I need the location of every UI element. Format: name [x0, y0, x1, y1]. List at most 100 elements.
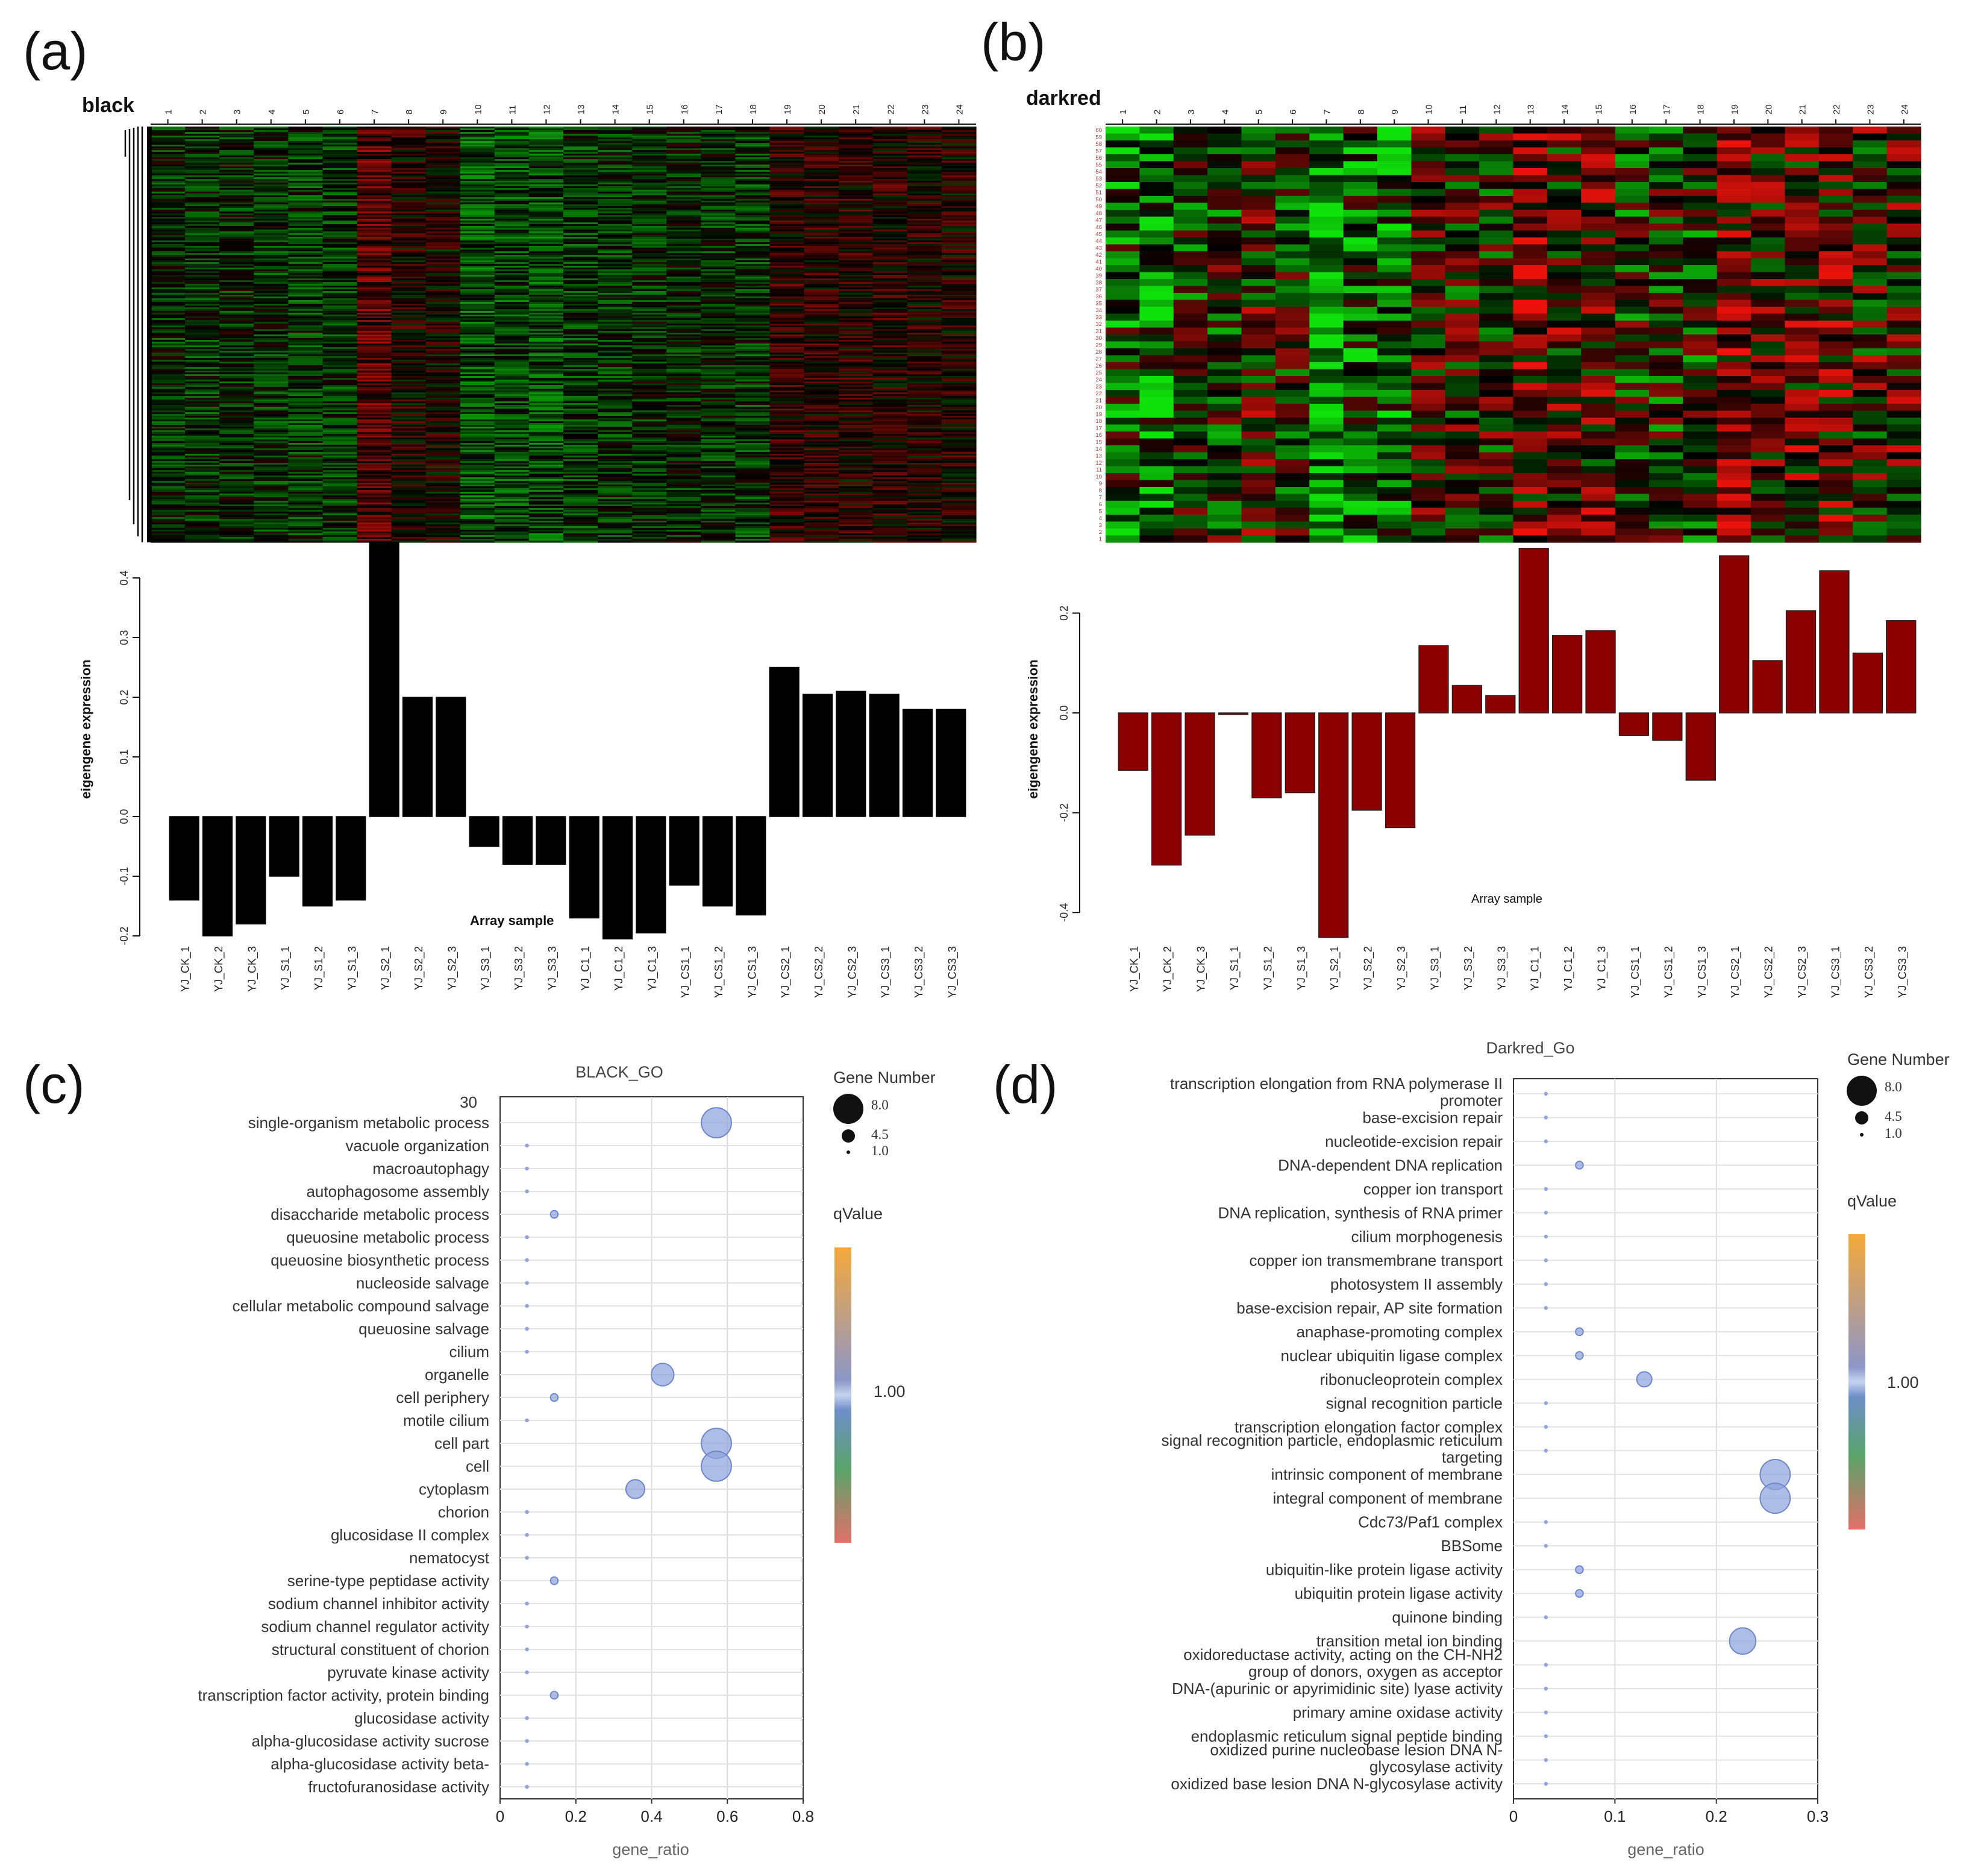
- heatmap-cell: [598, 266, 633, 268]
- heatmap-cell: [666, 532, 701, 534]
- heatmap-cell: [254, 427, 289, 429]
- heatmap-cell: [151, 398, 186, 400]
- heatmap-cell: [632, 396, 667, 398]
- heatmap-cell: [322, 450, 358, 453]
- heatmap-cell: [425, 322, 461, 324]
- heatmap-cell: [254, 365, 289, 368]
- heatmap-cell: [288, 206, 324, 209]
- heatmap-cell: [769, 264, 805, 266]
- heatmap-cell: [872, 163, 908, 165]
- heatmap-cell: [494, 472, 530, 474]
- heatmap-cell: [666, 296, 701, 299]
- heatmap-cell: [666, 284, 701, 286]
- heatmap-cell: [598, 438, 633, 440]
- heatmap-cell: [769, 148, 805, 151]
- heatmap-cell: [528, 287, 564, 290]
- heatmap-cell: [838, 309, 874, 312]
- heatmap-cell: [425, 479, 461, 482]
- heatmap-cell: [735, 499, 771, 501]
- heatmap-cell: [598, 174, 633, 176]
- heatmap-cell: [528, 215, 564, 218]
- heatmap-cell: [185, 414, 220, 416]
- heatmap-cell: [219, 235, 254, 237]
- heatmap-cell: [219, 215, 254, 218]
- heatmap-cell: [288, 389, 324, 391]
- heatmap-cell: [598, 206, 633, 209]
- heatmap-cell: [838, 152, 874, 154]
- heatmap-cell: [425, 249, 461, 252]
- heatmap-cell: [494, 244, 530, 246]
- heatmap-cell: [666, 533, 701, 536]
- heatmap-cell: [563, 344, 598, 346]
- heatmap-cell: [666, 517, 701, 519]
- heatmap-cell: [151, 354, 186, 357]
- heatmap-cell: [494, 401, 530, 404]
- heatmap-cell: [838, 145, 874, 147]
- heatmap-cell: [254, 401, 289, 404]
- heatmap-cell: [804, 351, 839, 353]
- heatmap-cell: [494, 181, 530, 183]
- heatmap-cell: [151, 466, 186, 469]
- heatmap-cell: [391, 367, 427, 369]
- heatmap-cell: [357, 423, 392, 425]
- heatmap-cell: [391, 396, 427, 398]
- heatmap-cell: [804, 403, 839, 406]
- heatmap-cell: [460, 423, 495, 425]
- heatmap-cell: [219, 257, 254, 259]
- heatmap-cell: [632, 398, 667, 400]
- heatmap-cell: [804, 137, 839, 140]
- heatmap-cell: [288, 333, 324, 335]
- heatmap-cell: [701, 463, 736, 465]
- heatmap-cell: [425, 367, 461, 369]
- heatmap-cell: [288, 524, 324, 527]
- heatmap-cell: [219, 298, 254, 301]
- heatmap-cell: [425, 445, 461, 447]
- heatmap-cell: [872, 387, 908, 389]
- heatmap-cell: [838, 423, 874, 425]
- heatmap-cell: [632, 512, 667, 514]
- heatmap-cell: [563, 510, 598, 512]
- heatmap-cell: [357, 367, 392, 369]
- heatmap-cell: [185, 533, 220, 536]
- heatmap-cell: [391, 403, 427, 406]
- heatmap-cell: [804, 215, 839, 218]
- heatmap-cell: [632, 481, 667, 483]
- heatmap-cell: [254, 535, 289, 538]
- heatmap-cell: [804, 264, 839, 266]
- heatmap-cell: [460, 307, 495, 310]
- heatmap-cell: [528, 349, 564, 351]
- heatmap-cell: [460, 383, 495, 386]
- heatmap-cell: [151, 394, 186, 397]
- heatmap-cell: [666, 470, 701, 472]
- heatmap-cell: [563, 410, 598, 413]
- heatmap-cell: [701, 438, 736, 440]
- heatmap-cell: [804, 381, 839, 384]
- heatmap-cell: [598, 313, 633, 315]
- heatmap-cell: [391, 450, 427, 453]
- heatmap-cell: [425, 485, 461, 487]
- heatmap-cell: [185, 179, 220, 181]
- heatmap-cell: [219, 197, 254, 199]
- heatmap-cell: [804, 483, 839, 485]
- heatmap-cell: [804, 459, 839, 462]
- heatmap-cell: [494, 448, 530, 451]
- heatmap-cell: [254, 163, 289, 165]
- heatmap-cell: [804, 293, 839, 295]
- heatmap-cell: [322, 345, 358, 348]
- heatmap-cell: [151, 286, 186, 288]
- heatmap-cell: [322, 353, 358, 355]
- heatmap-cell: [494, 248, 530, 250]
- heatmap-cell: [254, 331, 289, 333]
- heatmap-cell: [494, 353, 530, 355]
- heatmap-cell: [872, 302, 908, 304]
- heatmap-cell: [357, 349, 392, 351]
- heatmap-cell: [391, 419, 427, 422]
- heatmap-cell: [701, 345, 736, 348]
- heatmap-cell: [391, 466, 427, 469]
- heatmap-cell: [357, 313, 392, 315]
- heatmap-cell: [151, 192, 186, 194]
- heatmap-cell: [254, 329, 289, 331]
- heatmap-cell: [425, 503, 461, 505]
- heatmap-cell: [563, 329, 598, 331]
- heatmap-cell: [494, 228, 530, 230]
